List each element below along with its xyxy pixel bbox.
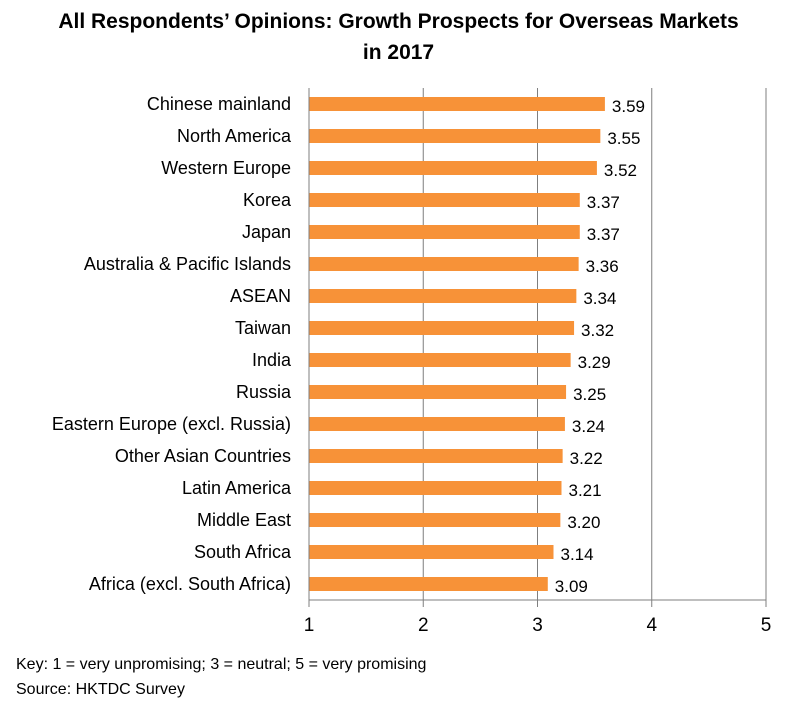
value-label: 3.37	[587, 225, 620, 244]
category-label: Korea	[243, 190, 292, 210]
x-tick-label: 1	[304, 615, 315, 636]
value-label: 3.29	[578, 353, 611, 372]
bar	[309, 577, 548, 591]
value-label: 3.34	[583, 289, 616, 308]
bar	[309, 129, 601, 143]
bar	[309, 353, 571, 367]
chart-title-line-2: in 2017	[362, 41, 435, 64]
value-label: 3.25	[573, 385, 606, 404]
category-label: Russia	[236, 382, 292, 402]
bar	[309, 481, 562, 495]
category-label: North America	[177, 126, 292, 146]
category-label: Latin America	[182, 478, 292, 498]
bar	[309, 385, 567, 399]
bar	[309, 257, 579, 271]
category-label: Chinese mainland	[147, 94, 291, 114]
value-label: 3.32	[581, 321, 614, 340]
category-label: Middle East	[197, 510, 291, 530]
bar	[309, 449, 563, 463]
category-label: Taiwan	[235, 318, 291, 338]
value-label: 3.55	[607, 129, 640, 148]
x-tick-label: 2	[418, 615, 429, 636]
bar	[309, 417, 565, 431]
category-label: ASEAN	[230, 286, 291, 306]
bar	[309, 513, 561, 527]
chart-title-line-1: All Respondents’ Opinions: Growth Prospe…	[58, 10, 739, 33]
category-label: Australia & Pacific Islands	[84, 254, 291, 274]
category-label: Eastern Europe (excl. Russia)	[52, 414, 291, 434]
key-note: Key: 1 = very unpromising; 3 = neutral; …	[16, 656, 427, 673]
x-tick-label: 3	[532, 615, 543, 636]
value-label: 3.21	[568, 481, 601, 500]
bar	[309, 289, 577, 303]
category-label: Western Europe	[161, 158, 291, 178]
value-label: 3.22	[570, 449, 603, 468]
category-label: Africa (excl. South Africa)	[89, 574, 291, 594]
bar	[309, 225, 580, 239]
bar	[309, 193, 580, 207]
bar	[309, 97, 605, 111]
category-label: South Africa	[194, 542, 292, 562]
value-label: 3.24	[572, 417, 605, 436]
x-tick-label: 4	[646, 615, 657, 636]
value-label: 3.14	[560, 545, 593, 564]
value-label: 3.37	[587, 193, 620, 212]
value-label: 3.09	[555, 577, 588, 596]
source-note: Source: HKTDC Survey	[16, 681, 185, 698]
x-tick-label: 5	[761, 615, 772, 636]
bar	[309, 545, 554, 559]
value-label: 3.52	[604, 161, 637, 180]
value-label: 3.36	[586, 257, 619, 276]
category-label: Other Asian Countries	[115, 446, 291, 466]
category-label: India	[252, 350, 292, 370]
category-label: Japan	[242, 222, 291, 242]
value-label: 3.20	[567, 513, 600, 532]
value-label: 3.59	[612, 97, 645, 116]
bar	[309, 321, 575, 335]
bar	[309, 161, 597, 175]
